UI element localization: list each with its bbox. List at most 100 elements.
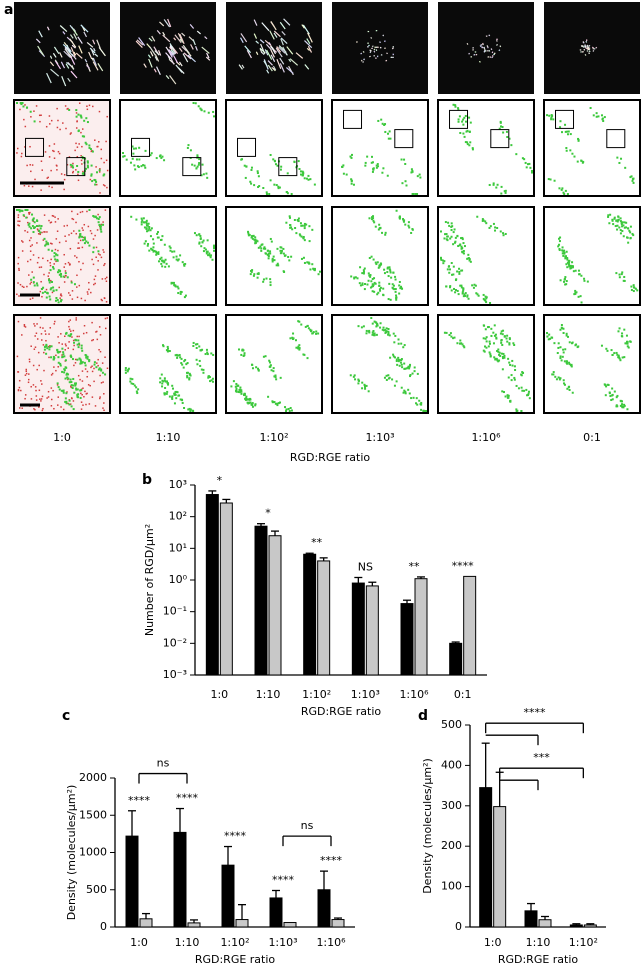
green-localization [629,340,632,343]
green-localization [375,325,378,328]
green-localization [62,351,65,354]
green-localization [243,394,246,397]
green-localization [59,273,62,276]
y-tick-label: 10⁻² [163,636,187,649]
red-localization [29,164,31,166]
cell-feature [286,46,294,55]
green-localization [163,377,166,380]
green-localization [206,239,209,242]
green-localization [93,361,96,364]
red-localization [53,323,56,325]
green-localization [373,290,376,293]
green-localization [460,284,463,287]
red-localization [24,125,27,128]
green-localization [502,232,505,235]
green-localization [56,382,59,385]
green-localization [448,271,451,274]
green-localization [484,220,487,223]
green-localization [48,278,51,281]
bar [269,897,283,928]
green-localization [79,389,82,392]
green-localization [393,288,396,291]
green-localization [138,146,141,149]
green-localization [146,230,149,233]
green-localization [574,291,577,294]
roi-box [131,137,151,157]
green-localization [400,363,403,366]
green-localization [515,408,518,411]
green-localization [623,226,626,229]
green-localization [273,159,276,162]
green-localization [135,386,138,389]
green-localization [45,352,48,355]
green-localization [622,235,625,238]
green-localization [586,280,589,283]
green-localization [163,393,166,396]
red-localization [99,397,101,400]
red-localization [53,157,56,159]
green-localization [400,285,403,288]
red-localization [70,330,72,332]
cell-feature [270,49,276,58]
red-localization [76,213,79,215]
green-localization [85,356,88,359]
red-localization [45,288,48,291]
green-localization [48,346,51,349]
green-localization [290,409,293,412]
green-localization [269,250,272,253]
cell-feature [88,51,93,60]
green-localization [502,355,505,358]
green-localization [167,347,170,350]
red-localization [64,343,67,345]
green-localization [262,247,265,250]
cell-feature [584,44,587,47]
green-localization [549,337,552,340]
red-localization [48,333,50,335]
green-localization [273,401,276,404]
green-localization [180,398,183,401]
green-localization [243,164,246,167]
red-localization [93,278,96,281]
red-localization [50,405,53,407]
green-localization [402,218,405,221]
red-localization [48,115,51,117]
cell-feature [170,49,176,55]
x-tick-label: 1:10² [220,936,249,949]
green-localization [402,391,405,394]
green-localization [175,390,178,393]
cell-feature [37,45,44,56]
green-localization [291,336,294,339]
green-localization [619,217,622,220]
green-localization [484,337,487,340]
green-localization [245,395,248,398]
green-localization [77,129,80,132]
green-localization [45,243,48,246]
green-localization [80,116,83,119]
green-localization [607,214,610,217]
green-localization [206,250,209,253]
red-localization [39,317,42,319]
green-localization [515,384,518,387]
green-localization [35,282,38,285]
green-localization [87,166,90,169]
green-localization [497,348,500,351]
cell-feature [279,63,285,73]
red-localization [57,150,60,153]
red-localization [73,344,75,347]
green-localization [448,268,451,271]
green-localization [206,176,209,179]
green-localization [504,189,507,192]
red-localization [55,260,57,263]
green-localization [502,131,505,134]
green-localization [358,282,361,285]
image-tile [120,2,216,94]
green-localization [454,289,457,292]
green-localization [386,132,389,135]
red-localization [17,320,20,323]
green-localization [194,343,197,346]
significance-label: ** [409,560,421,573]
green-localization [391,283,394,286]
red-localization [74,149,76,152]
green-localization [159,381,162,384]
green-localization [621,403,624,406]
